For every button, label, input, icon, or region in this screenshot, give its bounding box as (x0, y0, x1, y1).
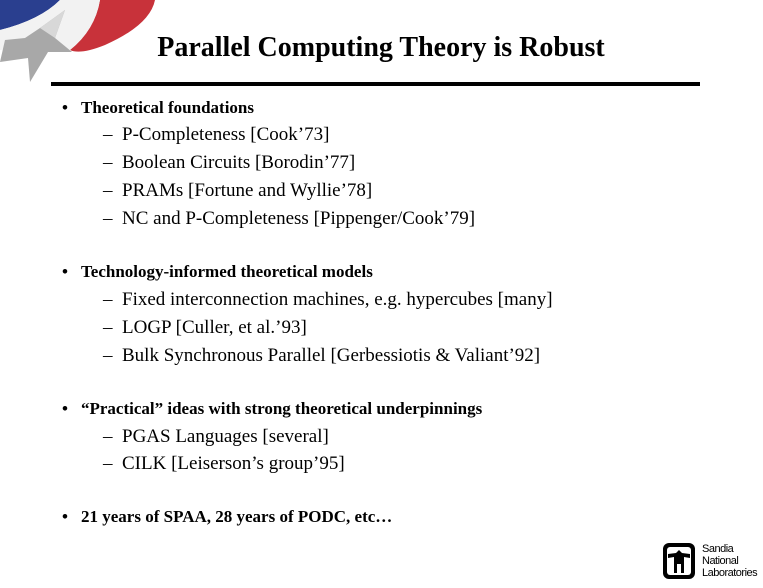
sub-item: – NC and P-Completeness [Pippenger/Cook’7… (103, 208, 475, 230)
sub-item: – P-Completeness [Cook’73] (103, 124, 329, 146)
dash-marker: – (103, 345, 113, 366)
sub-item: – Fixed interconnection machines, e.g. hy… (103, 289, 553, 311)
bullet-item: • “Practical” ideas with strong theoretic… (62, 399, 482, 419)
sub-item: – PGAS Languages [several] (103, 426, 329, 448)
bullet-marker: • (62, 507, 68, 526)
logo-line: Sandia (702, 543, 734, 555)
bullet-item: • Theoretical foundations (62, 98, 254, 118)
dash-marker: – (103, 426, 113, 447)
dash-marker: – (103, 180, 113, 201)
sub-item-text: NC and P-Completeness [Pippenger/Cook’79… (122, 208, 476, 229)
sub-item-text: CILK [Leiserson’s group’95] (122, 453, 345, 474)
dash-marker: – (103, 453, 113, 474)
logo-line: National (702, 555, 739, 567)
dash-marker: – (103, 289, 113, 310)
bullet-marker: • (62, 399, 68, 418)
sub-item: – LOGP [Culler, et al.’93] (103, 317, 307, 339)
bullet-marker: • (62, 98, 68, 117)
title-divider (51, 82, 700, 86)
sub-item: – CILK [Leiserson’s group’95] (103, 453, 345, 475)
sub-item: – Boolean Circuits [Borodin’77] (103, 152, 355, 174)
sub-item-text: P-Completeness [Cook’73] (122, 124, 330, 145)
sub-item-text: Boolean Circuits [Borodin’77] (122, 152, 356, 173)
sub-item-text: LOGP [Culler, et al.’93] (122, 317, 307, 338)
page-title: Parallel Computing Theory is Robust (157, 32, 605, 63)
dash-marker: – (103, 152, 113, 173)
sub-item: – Bulk Synchronous Parallel [Gerbessiotis… (103, 345, 540, 367)
bullet-text: “Practical” ideas with strong theoretica… (81, 399, 483, 418)
dash-marker: – (103, 208, 113, 229)
dash-marker: – (103, 317, 113, 338)
sub-item-text: PGAS Languages [several] (122, 426, 329, 447)
sub-item-text: PRAMs [Fortune and Wyllie’78] (122, 180, 373, 201)
sub-item-text: Bulk Synchronous Parallel [Gerbessiotis … (122, 345, 541, 366)
bullet-marker: • (62, 262, 68, 281)
sub-item-text: Fixed interconnection machines, e.g. hyp… (122, 289, 553, 310)
sub-item: – PRAMs [Fortune and Wyllie’78] (103, 180, 372, 202)
sandia-logo: Sandia National Laboratories (662, 542, 758, 582)
bullet-text: Theoretical foundations (81, 98, 255, 117)
bullet-item: • Technology-informed theoretical models (62, 262, 373, 282)
logo-line: Laboratories (702, 567, 758, 579)
flag-star-logo (0, 0, 155, 82)
bullet-text: 21 years of SPAA, 28 years of PODC, etc… (81, 507, 393, 526)
dash-marker: – (103, 124, 113, 145)
bullet-item: • 21 years of SPAA, 28 years of PODC, etc… (62, 507, 392, 527)
thunderbird-icon (663, 543, 695, 579)
bullet-text: Technology-informed theoretical models (81, 262, 373, 281)
